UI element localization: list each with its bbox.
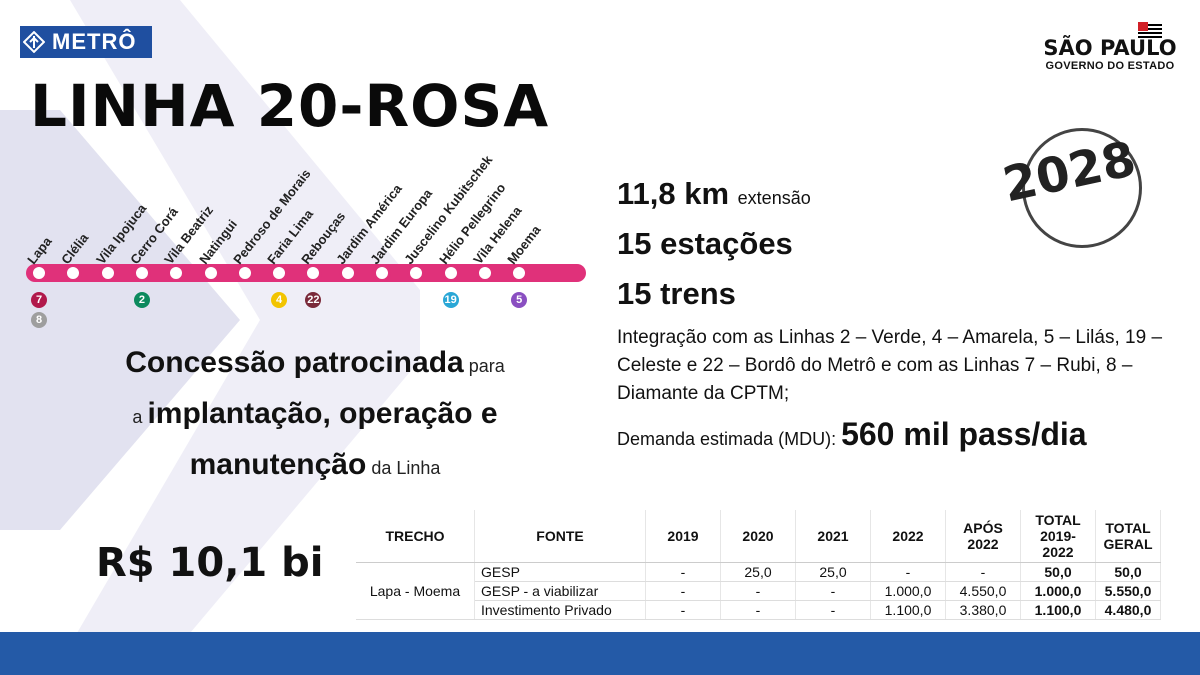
sp-logo-main: SÃO PAULO [1043,36,1177,60]
fact-demand-value: 560 mil pass/dia [841,416,1087,452]
station-2 [64,264,83,282]
table-cell: Investimento Privado [474,600,646,620]
concession-part3: a [132,407,148,427]
table-cell: - [645,600,721,620]
station-10 [338,264,357,282]
table-header: 2022 [870,510,946,563]
concession-part4: implantação, operação e [147,397,498,430]
metro-diamond-icon [20,26,48,58]
fact-length-unit: extensão [737,188,811,208]
table-cell: - [720,581,796,601]
table-header-row: TRECHO FONTE 2019 2020 2021 2022 APÓS 20… [356,510,1161,563]
table-row: Investimento Privado - - - 1.100,0 3.380… [356,600,1161,620]
table-cell: - [870,562,946,582]
table-cell: 25,0 [720,562,796,582]
connection-badge-22: 22 [305,292,322,308]
table-row: Lapa - Moema GESP - 25,0 25,0 - - 50,0 5… [356,562,1161,620]
table-cell: 50,0 [1020,562,1096,582]
table-cell: - [795,600,871,620]
station-12 [407,264,426,282]
fact-integration: Integração com as Linhas 2 – Verde, 4 – … [617,327,1163,404]
investment-total: R$ 10,1 bi [96,540,324,586]
connection-badge-2: 2 [133,292,150,308]
sp-logo-sub: GOVERNO DO ESTADO [1045,60,1175,72]
table-cell: - [645,562,721,582]
table-cell: GESP - a viabilizar [474,581,646,601]
table-cell: 4.550,0 [945,581,1021,601]
table-cell: 50,0 [1095,562,1161,582]
sao-paulo-logo: SÃO PAULO GOVERNO DO ESTADO [1040,22,1180,72]
station-9 [304,264,323,282]
sp-flag-icon [1138,22,1162,40]
year-stamp-ring [1022,128,1142,248]
table-header: TOTAL 2019-2022 [1020,510,1096,563]
table-cell: 1.000,0 [870,581,946,601]
fact-length-value: 11,8 km [617,176,730,211]
fact-stations: 15 estações [617,226,793,261]
fact-length: 11,8 km extensão [617,174,1177,224]
connection-badge-8: 8 [31,312,47,328]
station-13 [441,264,460,282]
table-cell: GESP [474,562,646,582]
footer-bar [0,632,1200,675]
table-cell: 25,0 [795,562,871,582]
facts-panel: 11,8 km extensão 15 estações 15 trens In… [617,174,1177,453]
metro-logo: METRÔ [20,26,152,58]
station-3 [98,264,117,282]
table-cell: 5.550,0 [1095,581,1161,601]
station-14 [475,264,494,282]
fact-demand-label: Demanda estimada (MDU): [617,429,842,449]
station-7 [235,264,254,282]
station-4 [132,264,151,282]
concession-part2: para [463,356,505,376]
connection-badge-4: 4 [271,292,288,308]
station-1 [30,264,48,282]
station-5 [167,264,186,282]
table-header: 2020 [720,510,796,563]
investment-table: TRECHO FONTE 2019 2020 2021 2022 APÓS 20… [356,510,1161,620]
table-header: TOTAL GERAL [1095,510,1161,563]
table-header: APÓS 2022 [945,510,1021,563]
concession-part6: da Linha [366,458,441,478]
fact-trains: 15 trens [617,276,736,311]
table-header: 2019 [645,510,721,563]
concession-part5: manutenção [189,448,367,481]
table-header: 2021 [795,510,871,563]
connection-badge-5: 5 [511,292,528,308]
table-cell: - [720,600,796,620]
table-header: FONTE [474,510,646,563]
table-row: GESP - a viabilizar - - - 1.000,0 4.550,… [356,581,1161,601]
station-15 [510,264,529,282]
station-6 [201,264,220,282]
table-cell: 1.100,0 [1020,600,1096,620]
table-cell: - [645,581,721,601]
fact-demand: Demanda estimada (MDU): 560 mil pass/dia [617,416,1177,453]
table-header: TRECHO [356,510,475,563]
connection-badge-19: 19 [442,292,459,308]
page-title: LINHA 20-ROSA [30,72,550,140]
connection-badge-7: 7 [31,292,47,308]
table-cell: - [945,562,1021,582]
table-cell: 1.000,0 [1020,581,1096,601]
table-cell: 3.380,0 [945,600,1021,620]
table-cell: 4.480,0 [1095,600,1161,620]
concession-part1: Concessão patrocinada [125,346,464,379]
station-11 [373,264,391,282]
table-cell: 1.100,0 [870,600,946,620]
metro-logo-text: METRÔ [52,29,137,54]
station-8 [270,264,289,282]
table-cell: - [795,581,871,601]
concession-text: Concessão patrocinada para a implantação… [100,340,530,493]
year-stamp: 2028 [998,128,1174,248]
table-cell-trecho: Lapa - Moema [356,562,475,620]
